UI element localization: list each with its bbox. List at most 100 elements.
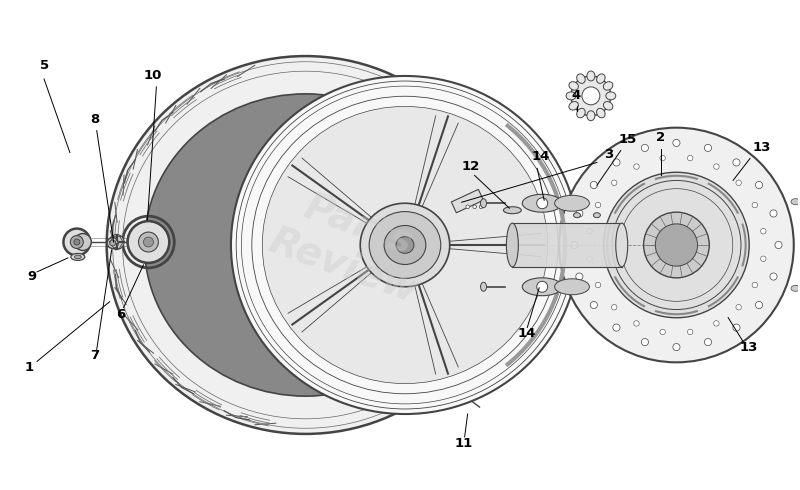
Ellipse shape	[604, 172, 749, 318]
Ellipse shape	[590, 181, 598, 189]
Text: Parts
Review: Parts Review	[263, 180, 438, 310]
Ellipse shape	[616, 223, 628, 267]
Ellipse shape	[613, 159, 620, 166]
Ellipse shape	[566, 92, 576, 100]
Ellipse shape	[574, 213, 581, 218]
Ellipse shape	[634, 164, 639, 170]
Ellipse shape	[522, 195, 562, 212]
Text: 5: 5	[40, 59, 49, 72]
Ellipse shape	[74, 234, 91, 250]
Ellipse shape	[582, 87, 600, 105]
Ellipse shape	[603, 82, 613, 90]
Ellipse shape	[569, 101, 578, 110]
Ellipse shape	[577, 74, 586, 83]
Ellipse shape	[642, 339, 649, 345]
Ellipse shape	[595, 282, 601, 288]
Ellipse shape	[595, 202, 601, 208]
Ellipse shape	[714, 164, 719, 170]
Ellipse shape	[587, 71, 595, 81]
Ellipse shape	[770, 273, 777, 280]
Text: 9: 9	[27, 270, 36, 283]
Ellipse shape	[736, 180, 742, 186]
Ellipse shape	[576, 273, 583, 280]
Ellipse shape	[63, 229, 90, 255]
Text: 6: 6	[117, 308, 126, 320]
Ellipse shape	[586, 228, 592, 234]
Ellipse shape	[74, 239, 80, 245]
Ellipse shape	[587, 111, 595, 121]
Text: 14: 14	[531, 150, 550, 164]
Text: 1: 1	[24, 361, 34, 374]
Ellipse shape	[755, 301, 762, 309]
Ellipse shape	[755, 181, 762, 189]
Ellipse shape	[554, 196, 590, 211]
Text: 11: 11	[454, 437, 473, 450]
Ellipse shape	[127, 221, 170, 263]
Circle shape	[473, 205, 477, 209]
Ellipse shape	[577, 108, 586, 118]
Ellipse shape	[634, 320, 639, 326]
Ellipse shape	[673, 343, 680, 351]
Ellipse shape	[752, 202, 758, 208]
Ellipse shape	[559, 128, 794, 362]
Ellipse shape	[761, 256, 766, 262]
Ellipse shape	[603, 101, 613, 110]
Ellipse shape	[74, 255, 82, 259]
Ellipse shape	[752, 282, 758, 288]
Ellipse shape	[571, 76, 610, 116]
Ellipse shape	[597, 74, 605, 83]
Ellipse shape	[761, 228, 766, 234]
Ellipse shape	[384, 225, 426, 265]
Ellipse shape	[138, 232, 158, 252]
Ellipse shape	[262, 106, 548, 384]
Ellipse shape	[770, 210, 777, 217]
Ellipse shape	[70, 236, 83, 248]
Ellipse shape	[606, 92, 616, 100]
Ellipse shape	[554, 279, 590, 294]
Ellipse shape	[687, 155, 693, 161]
Ellipse shape	[597, 108, 605, 118]
Ellipse shape	[231, 76, 579, 414]
Ellipse shape	[481, 282, 486, 291]
Ellipse shape	[594, 213, 600, 218]
Ellipse shape	[109, 235, 124, 249]
Ellipse shape	[463, 390, 472, 396]
Text: 12: 12	[462, 160, 480, 173]
Circle shape	[479, 205, 483, 209]
Ellipse shape	[733, 324, 740, 331]
Circle shape	[537, 281, 548, 292]
Text: 4: 4	[571, 89, 580, 102]
Text: 3: 3	[604, 148, 613, 162]
Ellipse shape	[704, 339, 711, 345]
Text: 8: 8	[90, 113, 99, 126]
Ellipse shape	[143, 237, 154, 247]
Ellipse shape	[611, 180, 617, 186]
Ellipse shape	[611, 304, 617, 310]
Ellipse shape	[736, 304, 742, 310]
Ellipse shape	[503, 207, 522, 214]
Ellipse shape	[145, 94, 466, 396]
Circle shape	[466, 205, 470, 209]
Ellipse shape	[655, 224, 698, 266]
Ellipse shape	[733, 159, 740, 166]
Ellipse shape	[553, 285, 562, 292]
Ellipse shape	[642, 145, 649, 151]
Text: 14: 14	[518, 327, 536, 341]
Ellipse shape	[704, 145, 711, 151]
Ellipse shape	[360, 203, 450, 287]
Ellipse shape	[71, 253, 85, 260]
Ellipse shape	[506, 223, 518, 267]
Text: 15: 15	[618, 133, 637, 146]
Ellipse shape	[369, 212, 441, 278]
Text: 2: 2	[655, 131, 665, 144]
Ellipse shape	[569, 82, 578, 90]
Ellipse shape	[396, 237, 414, 253]
Ellipse shape	[481, 199, 486, 208]
Ellipse shape	[791, 285, 800, 292]
Ellipse shape	[673, 139, 680, 147]
Text: 10: 10	[143, 69, 162, 82]
Ellipse shape	[570, 242, 578, 248]
Circle shape	[537, 198, 548, 209]
Ellipse shape	[576, 210, 583, 217]
Ellipse shape	[660, 155, 666, 161]
